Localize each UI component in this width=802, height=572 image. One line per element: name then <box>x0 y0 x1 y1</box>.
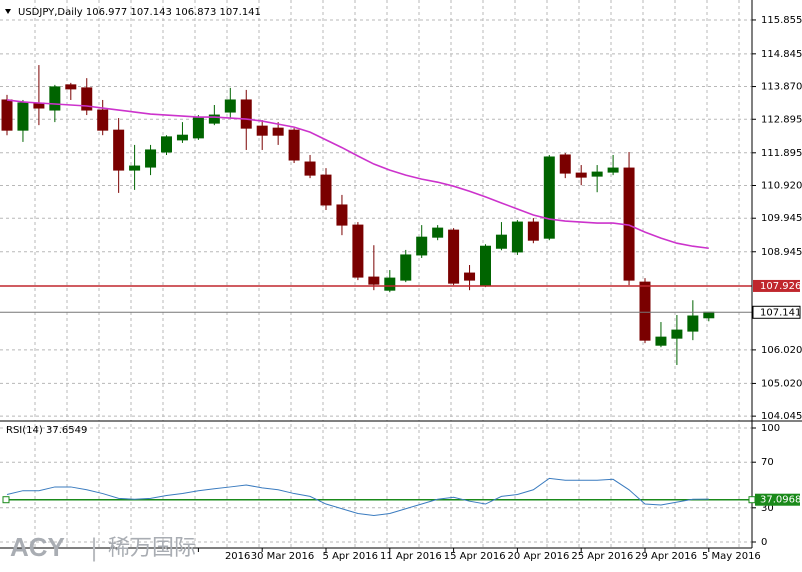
indicator-name: RSI(14) <box>6 425 43 436</box>
y-tick-label: 113.870 <box>761 82 802 93</box>
y-tick-label: 70 <box>761 457 774 468</box>
candle-body <box>145 149 157 168</box>
candle-body <box>687 315 699 332</box>
candle-body <box>272 127 284 136</box>
candle-body <box>129 165 141 171</box>
rsi-level-label: 37.0968 <box>760 495 801 506</box>
x-tick-label: 11 Apr 2016 <box>380 551 442 562</box>
y-tick-label: 110.920 <box>761 181 802 192</box>
candle-body <box>527 221 539 241</box>
candle-body <box>320 174 332 206</box>
level-label-box <box>753 279 800 292</box>
candle-body <box>97 109 109 131</box>
header-low: 106.873 <box>175 7 216 18</box>
candle-body <box>559 154 571 174</box>
x-tick-label: 30 Mar 2016 <box>251 551 314 562</box>
header-open: 106.977 <box>86 7 127 18</box>
watermark-separator: | <box>90 534 98 562</box>
candle-body <box>352 224 364 278</box>
candle-body <box>224 99 236 113</box>
candle-body <box>639 281 651 341</box>
y-tick-label: 104.045 <box>761 411 802 422</box>
candle-body <box>240 99 252 129</box>
candle-body <box>480 245 491 286</box>
grid <box>0 0 752 548</box>
x-tick-label: 15 Apr 2016 <box>444 551 506 562</box>
candle-body <box>511 221 523 253</box>
candle-body <box>591 171 603 177</box>
x-tick-label: 5 May 2016 <box>702 551 761 562</box>
x-tick-label: 2016 <box>225 551 250 562</box>
candle-body <box>208 114 220 124</box>
y-tick-label: 30 <box>761 503 774 514</box>
candle-body <box>543 156 555 239</box>
x-tick-label: 29 Apr 2016 <box>635 551 697 562</box>
symbol: USDJPY,Daily <box>18 7 83 18</box>
candle-body <box>49 86 61 111</box>
y-tick-label: 100 <box>761 423 780 434</box>
watermark-brand: ACY <box>10 532 65 562</box>
candle-body <box>192 117 204 139</box>
candle-body <box>368 276 380 285</box>
candle-body <box>1 99 13 131</box>
candle-body <box>432 227 444 238</box>
candle-body <box>288 129 300 161</box>
plot <box>0 65 752 516</box>
watermark: ACY | 稀万国际 <box>10 532 196 562</box>
candle-body <box>575 172 587 178</box>
candle-body <box>256 125 268 136</box>
header-high: 107.143 <box>130 7 171 18</box>
indicator-value: 37.6549 <box>46 425 87 436</box>
watermark-name: 稀万国际 <box>108 536 196 561</box>
rsi-level-box <box>755 493 800 506</box>
y-tick-label: 114.845 <box>761 49 802 60</box>
candle-body <box>448 229 460 284</box>
level-label: 107.926 <box>760 281 801 292</box>
candle-body <box>400 254 412 281</box>
candle-body <box>161 136 172 153</box>
moving-average <box>6 99 709 250</box>
y-tick-label: 109.945 <box>761 213 802 224</box>
menu-icon <box>5 9 11 14</box>
y-tick-label: 112.895 <box>761 114 802 125</box>
y-tick-label: 111.895 <box>761 148 802 159</box>
candle-body <box>304 161 316 176</box>
chart-header: USDJPY,Daily 106.977 107.143 106.873 107… <box>18 7 261 18</box>
price-label-box <box>752 305 801 319</box>
x-tick-label: 20 Apr 2016 <box>508 551 570 562</box>
header-close: 107.141 <box>220 7 261 18</box>
candle-body <box>655 336 667 346</box>
y-tick-label: 105.020 <box>761 378 802 389</box>
y-tick-label: 115.855 <box>761 15 802 26</box>
candle-body <box>703 311 715 319</box>
candle-body <box>113 129 125 171</box>
candle-body <box>384 277 396 291</box>
price-label: 107.141 <box>760 307 801 318</box>
candle-body <box>81 87 93 111</box>
candle-body <box>336 204 348 226</box>
indicator-header: RSI(14) 37.6549 <box>6 425 87 436</box>
y-tick-label: 106.020 <box>761 345 802 356</box>
x-tick-label: 25 Apr 2016 <box>571 551 633 562</box>
rsi-level-handle <box>2 496 10 504</box>
rsi-level-handle <box>748 496 756 504</box>
candle-body <box>671 329 683 339</box>
candle-body <box>607 167 619 173</box>
candle-body <box>464 272 476 281</box>
y-tick-label: 108.945 <box>761 247 802 258</box>
candle-body <box>176 134 188 141</box>
rsi-line <box>6 477 709 516</box>
candle-body <box>416 236 428 256</box>
x-tick-label: 5 Apr 2016 <box>323 551 378 562</box>
y-tick-label: 0 <box>761 537 767 548</box>
candle-body <box>495 234 507 249</box>
candle-body <box>65 84 77 90</box>
candle-body <box>17 102 29 131</box>
